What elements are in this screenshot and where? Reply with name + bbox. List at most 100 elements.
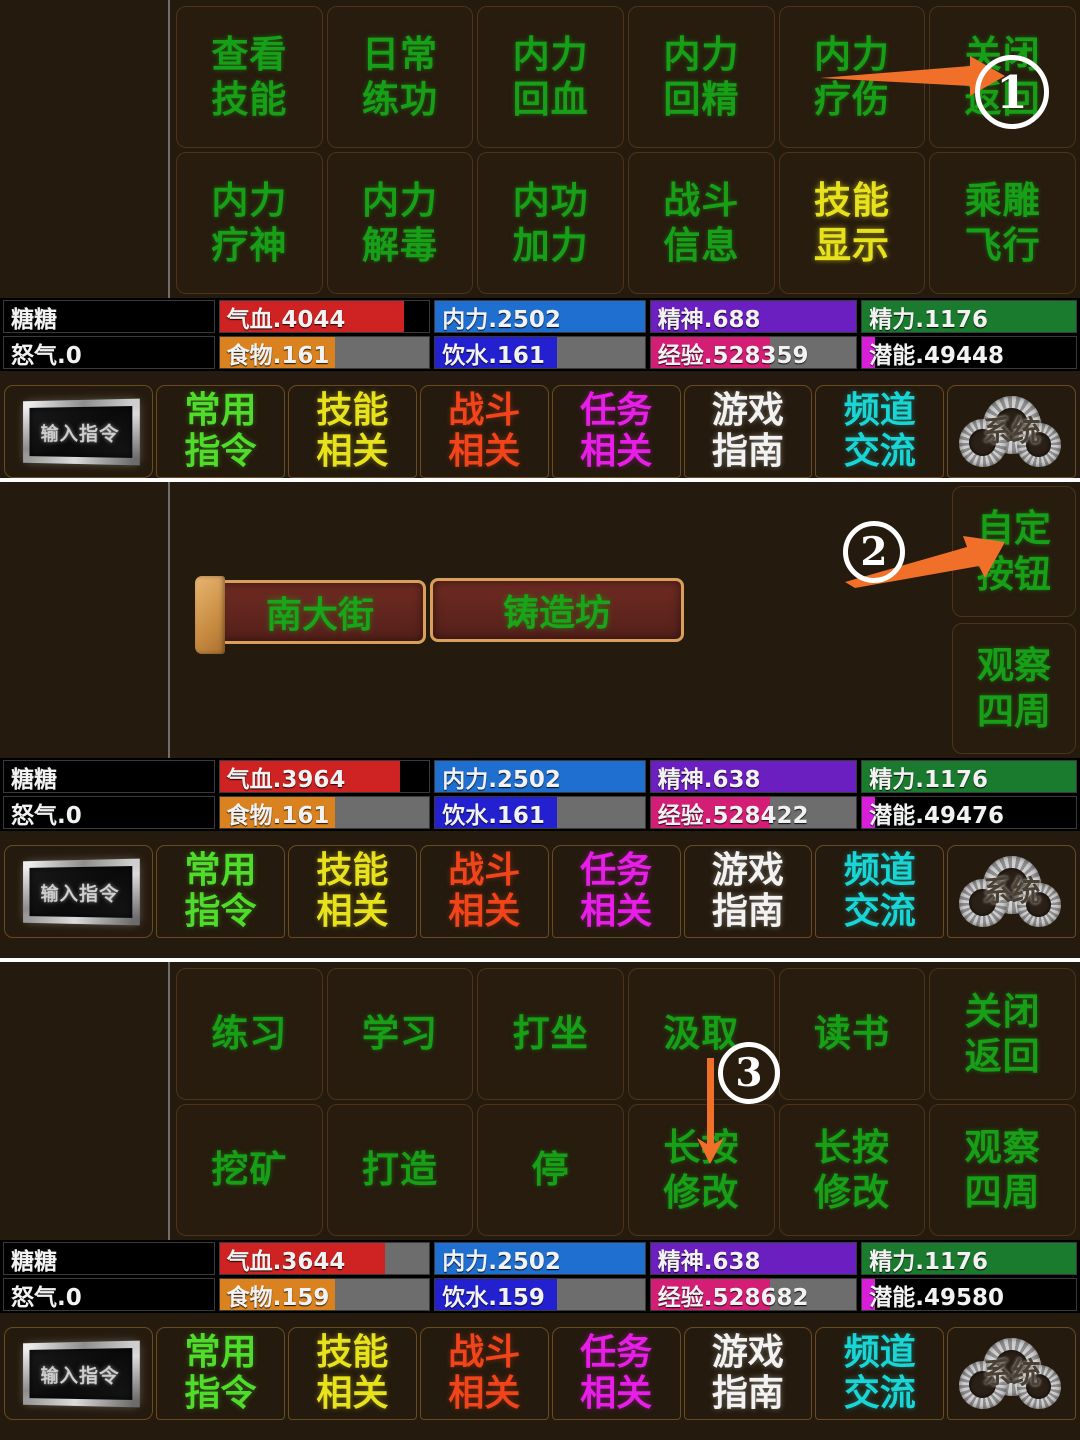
action-command-area: 练习 学习 打坐 汲取 读书 关闭 返回 挖矿 打造停长按 修改 长按 修改 观察 四周 bbox=[0, 962, 1080, 1240]
button-line-2: 技能 bbox=[211, 78, 288, 121]
status-bars: 糖糖 气血.3964 内力.2502 精神.638 精力.1176 怒气.0 食物.161 饮… bbox=[0, 758, 1080, 831]
nav-line-2: 指南 bbox=[711, 1372, 784, 1414]
command-input-button[interactable]: 输入指令 bbox=[4, 1327, 154, 1420]
bar-label: 糖糖 bbox=[11, 1248, 57, 1275]
bar-label: 精神.688 bbox=[657, 306, 761, 333]
nav-item-3[interactable]: 战斗 相关 bbox=[419, 845, 549, 938]
bar-fill bbox=[650, 761, 857, 792]
nav-item-5[interactable]: 游戏 指南 bbox=[683, 845, 813, 938]
nav-item-4[interactable]: 任务 相关 bbox=[551, 845, 681, 938]
gear-icon bbox=[958, 878, 1007, 927]
button-line-1: 乘雕 bbox=[964, 178, 1041, 222]
system-button[interactable]: 系统 bbox=[947, 385, 1077, 478]
bar-label: 经验.528682 bbox=[657, 1284, 809, 1311]
nav-line-2: 相关 bbox=[316, 430, 389, 472]
panel-seam bbox=[0, 958, 1080, 962]
grid-button-8[interactable]: 打造 bbox=[326, 1104, 474, 1236]
system-button[interactable]: 系统 bbox=[947, 845, 1077, 938]
grid-button-2[interactable]: 日常 练功 bbox=[326, 6, 474, 148]
grid-button-3[interactable]: 内力 回血 bbox=[477, 6, 624, 148]
grid-button-11[interactable]: 长按 修改 bbox=[778, 1104, 926, 1236]
grid-button-9[interactable]: 停 bbox=[477, 1104, 624, 1236]
bar-track bbox=[4, 301, 214, 332]
bottom-navbar: 输入指令 常用 指令 技能 相关 战斗 相关 任务 相关 游戏 指南 频道 交流 系统 bbox=[0, 382, 1080, 478]
grid-button-11[interactable]: 技能 显示 bbox=[778, 152, 926, 294]
grid-button-6[interactable]: 关闭 返回 bbox=[929, 968, 1076, 1100]
grid-button-7[interactable]: 内力 疗神 bbox=[176, 152, 323, 294]
location-button-south-street[interactable]: 南大街 bbox=[195, 576, 426, 654]
nav-line-2: 相关 bbox=[316, 890, 389, 932]
status-bar: 饮水.161 bbox=[434, 796, 646, 829]
system-button[interactable]: 系统 bbox=[947, 1327, 1077, 1420]
status-bar: 经验.528359 bbox=[649, 336, 858, 369]
nav-item-4[interactable]: 任务 相关 bbox=[551, 385, 681, 478]
location-button-forge[interactable]: 铸造坊 bbox=[430, 578, 684, 642]
bar-label: 气血.3644 bbox=[226, 1248, 346, 1275]
button-line-2: 疗伤 bbox=[813, 78, 890, 121]
status-bar: 精力.1176 bbox=[861, 300, 1077, 333]
grid-button-5[interactable]: 读书 bbox=[778, 968, 926, 1100]
bar-fill bbox=[862, 301, 1076, 332]
nav-item-2[interactable]: 技能 相关 bbox=[287, 1327, 417, 1420]
panel-skill-menu: 查看 技能 日常 练功 内力 回血 内力 回精 内力 疗伤 关闭 返回 内力 疗神 内力 解毒 内功 加力 战斗 信息… bbox=[0, 0, 1080, 478]
bar-fill bbox=[435, 301, 645, 332]
nav-item-5[interactable]: 游戏 指南 bbox=[683, 1327, 813, 1420]
bar-track bbox=[4, 1243, 214, 1274]
nav-item-4[interactable]: 任务 相关 bbox=[551, 1327, 681, 1420]
bar-fill bbox=[650, 301, 857, 332]
grid-button-12[interactable]: 观察 四周 bbox=[929, 1104, 1076, 1236]
nav-item-6[interactable]: 频道 交流 bbox=[815, 845, 945, 938]
grid-button-5[interactable]: 内力 疗伤 bbox=[778, 6, 926, 148]
nav-item-1[interactable]: 常用 指令 bbox=[156, 385, 285, 478]
nav-line-2: 指南 bbox=[711, 890, 784, 932]
nav-line-2: 指令 bbox=[184, 430, 257, 472]
grid-button-10[interactable]: 战斗 信息 bbox=[628, 152, 775, 294]
grid-button-8[interactable]: 内力 解毒 bbox=[326, 152, 474, 294]
grid-button-12[interactable]: 乘雕 飞行 bbox=[929, 152, 1076, 294]
nav-item-3[interactable]: 战斗 相关 bbox=[419, 385, 549, 478]
annotation-marker-1: 1 bbox=[975, 55, 1049, 129]
button-line-2: 飞行 bbox=[964, 224, 1041, 267]
bar-fill bbox=[650, 1279, 770, 1310]
grid-button-1[interactable]: 查看 技能 bbox=[176, 6, 323, 148]
button-line-1: 战斗 bbox=[663, 178, 740, 222]
bar-label: 怒气.0 bbox=[11, 1284, 82, 1311]
command-input-label: 输入指令 bbox=[40, 881, 120, 905]
button-line-1: 内功 bbox=[512, 178, 589, 222]
nav-item-6[interactable]: 频道 交流 bbox=[815, 1327, 945, 1420]
nav-item-1[interactable]: 常用 指令 bbox=[156, 1327, 285, 1420]
button-line-1: 长按 bbox=[663, 1125, 740, 1169]
nav-item-2[interactable]: 技能 相关 bbox=[287, 845, 417, 938]
left-blank-pad bbox=[0, 0, 170, 298]
custom-button[interactable]: 自定 按钮 bbox=[952, 486, 1076, 617]
bar-track bbox=[4, 337, 214, 368]
button-line-1: 内力 bbox=[211, 178, 288, 222]
nav-line-1: 游戏 bbox=[711, 390, 784, 432]
nav-line-2: 相关 bbox=[316, 1372, 389, 1414]
nav-item-1[interactable]: 常用 指令 bbox=[156, 845, 285, 938]
grid-button-10[interactable]: 长按 修改 bbox=[628, 1104, 775, 1236]
command-input-button[interactable]: 输入指令 bbox=[4, 385, 154, 478]
grid-button-7[interactable]: 挖矿 bbox=[176, 1104, 323, 1236]
nav-item-3[interactable]: 战斗 相关 bbox=[419, 1327, 549, 1420]
button-line-1: 读书 bbox=[813, 1012, 890, 1056]
bar-label: 潜能.49580 bbox=[869, 1284, 1004, 1311]
gears-icon: 系统 bbox=[957, 855, 1067, 929]
nav-line-1: 任务 bbox=[580, 1332, 653, 1374]
command-input-button[interactable]: 输入指令 bbox=[4, 845, 154, 938]
look-around-button[interactable]: 观察 四周 bbox=[952, 623, 1076, 754]
nav-item-6[interactable]: 频道 交流 bbox=[815, 385, 945, 478]
grid-button-2[interactable]: 学习 bbox=[326, 968, 474, 1100]
nav-line-2: 相关 bbox=[580, 430, 653, 472]
nav-item-5[interactable]: 游戏 指南 bbox=[683, 385, 813, 478]
nav-item-2[interactable]: 技能 相关 bbox=[287, 385, 417, 478]
bar-label: 气血.4044 bbox=[226, 306, 346, 333]
grid-button-3[interactable]: 打坐 bbox=[477, 968, 624, 1100]
status-bar: 气血.3644 bbox=[218, 1242, 431, 1275]
button-line-1: 内力 bbox=[813, 32, 890, 76]
grid-button-4[interactable]: 内力 回精 bbox=[628, 6, 775, 148]
grid-button-9[interactable]: 内功 加力 bbox=[477, 152, 624, 294]
grid-button-1[interactable]: 练习 bbox=[176, 968, 323, 1100]
nav-line-2: 相关 bbox=[448, 430, 521, 472]
system-label: 系统 bbox=[982, 874, 1041, 909]
